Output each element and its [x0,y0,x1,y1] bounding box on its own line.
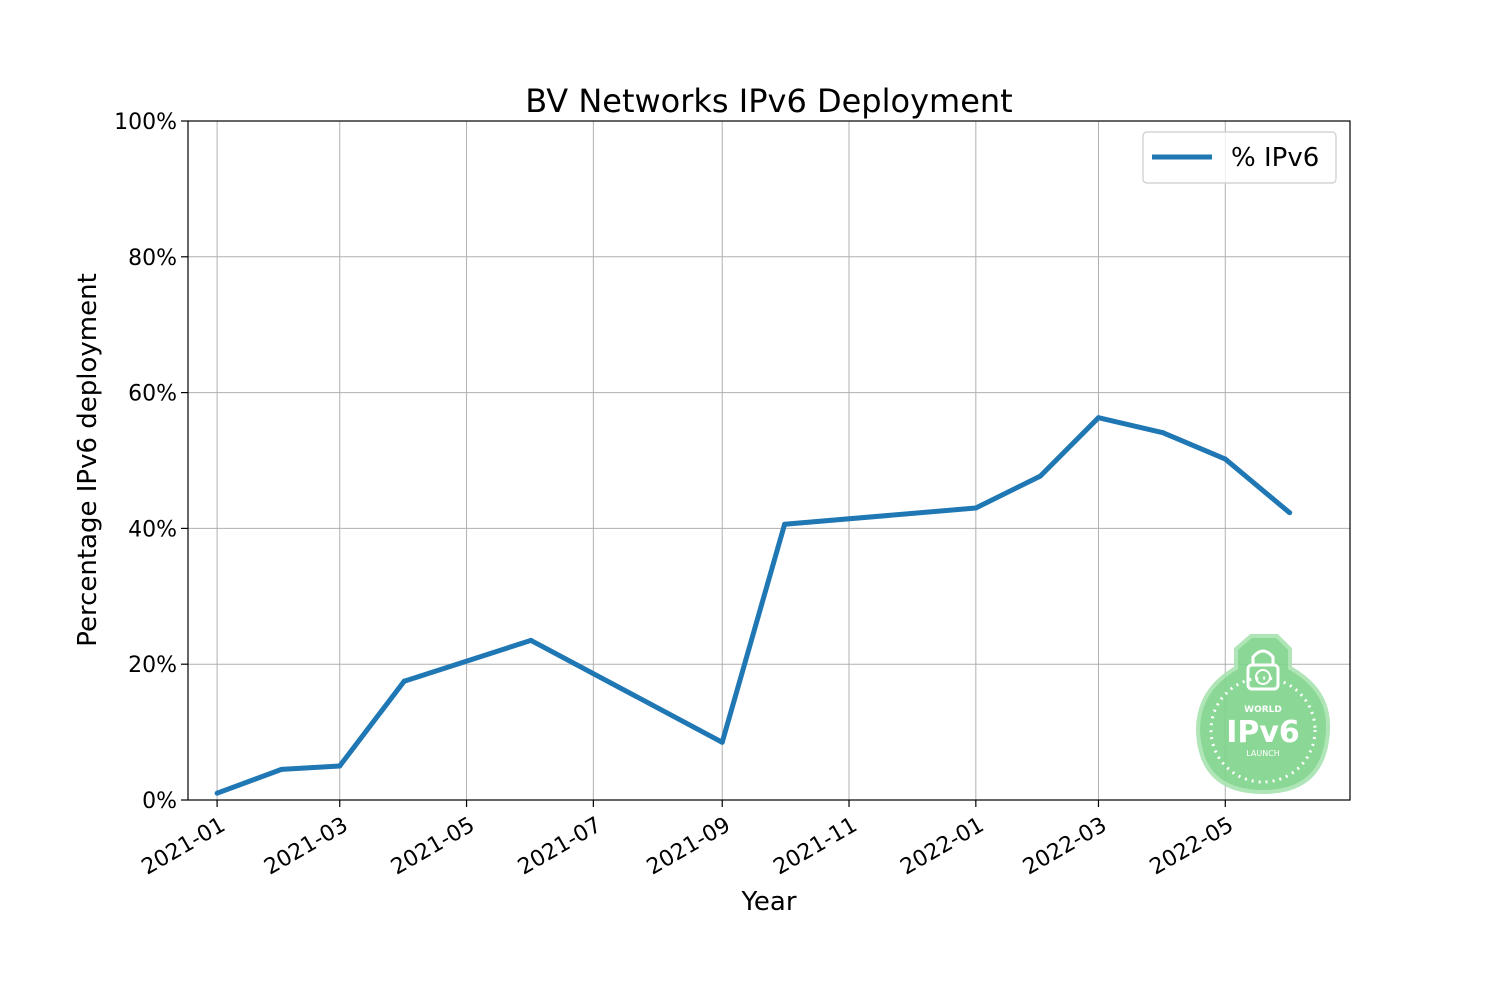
y-tick-label: 40% [128,517,177,542]
data-point [973,505,979,511]
data-point [214,790,220,796]
data-point [279,766,285,772]
plot-area [188,121,1350,800]
badge-text-main: IPv6 [1226,715,1300,750]
data-point [1287,510,1293,516]
data-point [782,521,788,527]
y-tick-label: 80% [128,246,177,271]
series-group [214,415,1293,796]
badge-ring [1209,676,1317,784]
badge-lock [1246,663,1280,691]
x-axis-label: Year [740,887,796,917]
badge-lock-shackle [1251,649,1275,665]
world-ipv6-launch-badge-icon: WORLD IPv6 LAUNCH [1195,634,1331,795]
y-axis: 0% 20% 40% 60% 80% 100% [114,110,188,814]
legend[interactable]: % IPv6 [1142,131,1337,184]
chart-title: BV Networks IPv6 Deployment [525,82,1012,120]
data-point [337,763,343,769]
data-point [1222,456,1228,462]
y-tick-label: 0% [142,789,177,814]
data-point [401,678,407,684]
y-tick-label: 20% [128,653,177,678]
badge-shape [1195,634,1331,795]
legend-label-ipv6: % IPv6 [1231,143,1319,173]
badge-text-bottom: LAUNCH [1246,749,1280,758]
globe-icon [1255,669,1271,685]
data-point [1037,473,1043,479]
data-point [1095,415,1101,421]
data-point [528,637,534,643]
y-tick-label: 60% [128,382,177,407]
y-axis-label: Percentage IPv6 deployment [73,273,103,647]
axes-frame [187,120,1351,801]
legend-box [1142,131,1337,184]
y-tick-label: 100% [114,110,177,135]
data-point [1160,430,1166,436]
badge-text-top: WORLD [1244,705,1282,715]
data-point [719,739,725,745]
